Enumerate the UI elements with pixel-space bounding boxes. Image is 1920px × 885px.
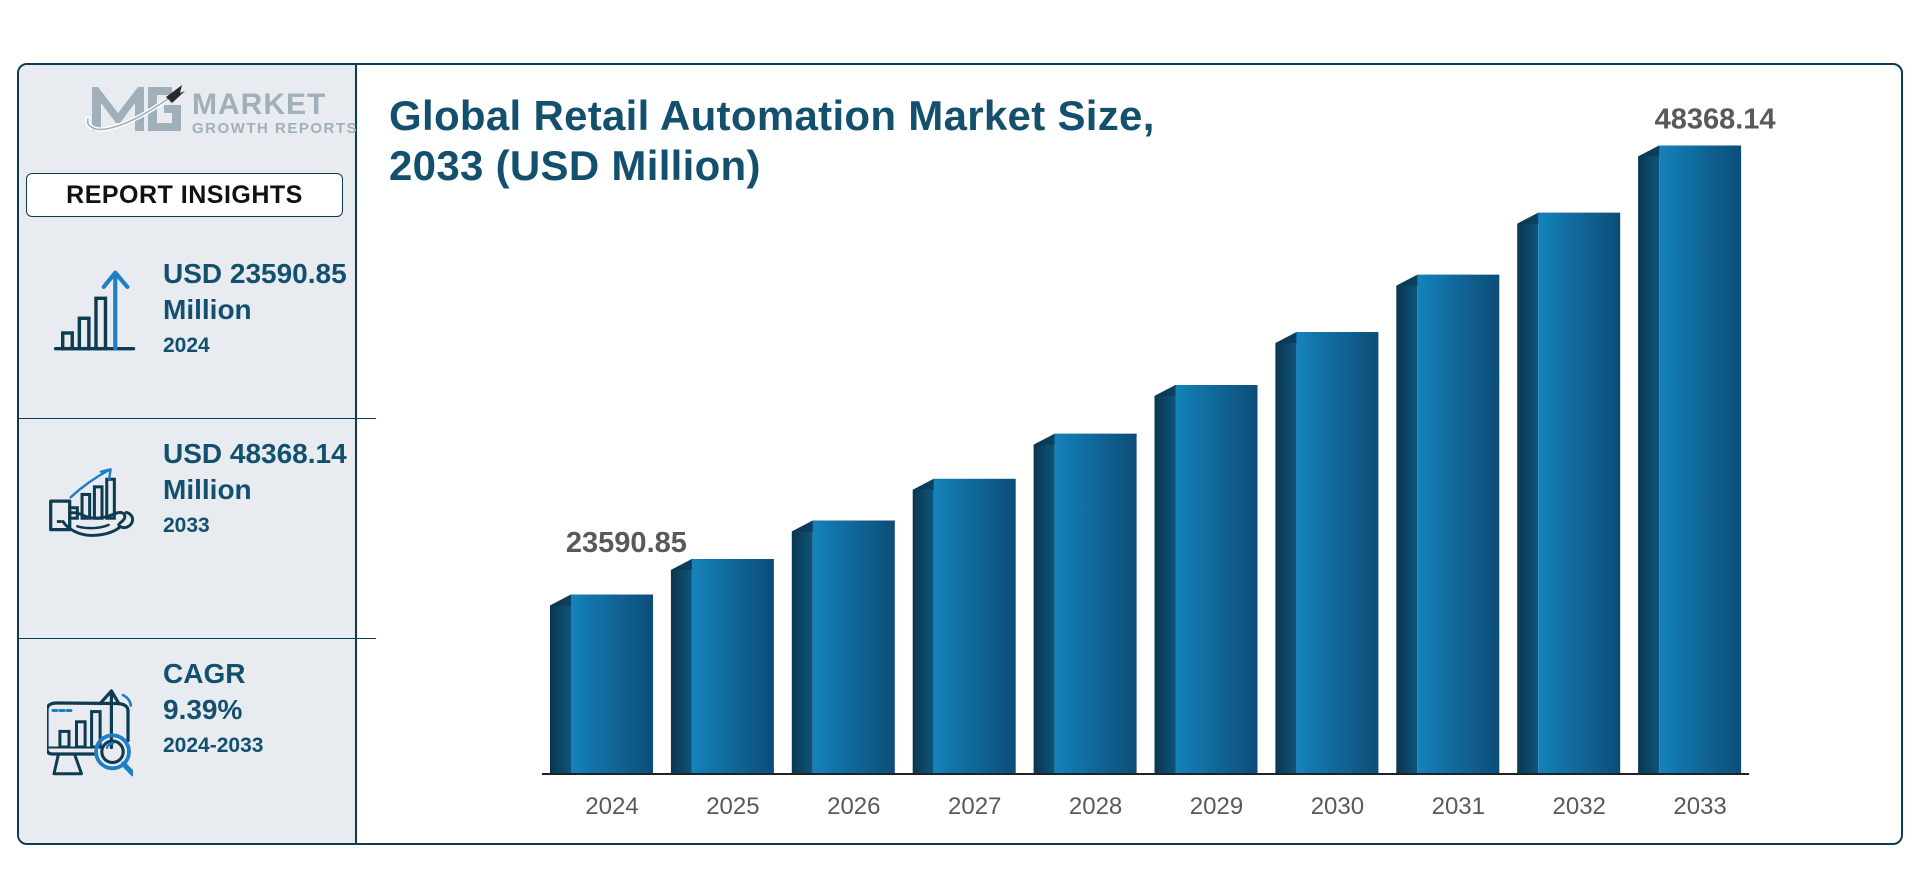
svg-text:2031: 2031 [1432,793,1485,820]
svg-text:2026: 2026 [827,793,880,820]
svg-text:2033: 2033 [1673,793,1726,820]
svg-text:48368.14: 48368.14 [1655,104,1776,136]
svg-text:2027: 2027 [948,793,1001,820]
svg-text:2030: 2030 [1311,793,1364,820]
svg-text:2029: 2029 [1190,793,1243,820]
svg-text:MARKET: MARKET [192,88,326,121]
svg-text:2032: 2032 [1553,793,1606,820]
svg-text:2028: 2028 [1069,793,1122,820]
svg-text:23590.85: 23590.85 [566,527,687,559]
svg-text:GROWTH REPORTS: GROWTH REPORTS [192,120,358,137]
svg-text:2025: 2025 [706,793,759,820]
svg-text:2024: 2024 [585,793,638,820]
